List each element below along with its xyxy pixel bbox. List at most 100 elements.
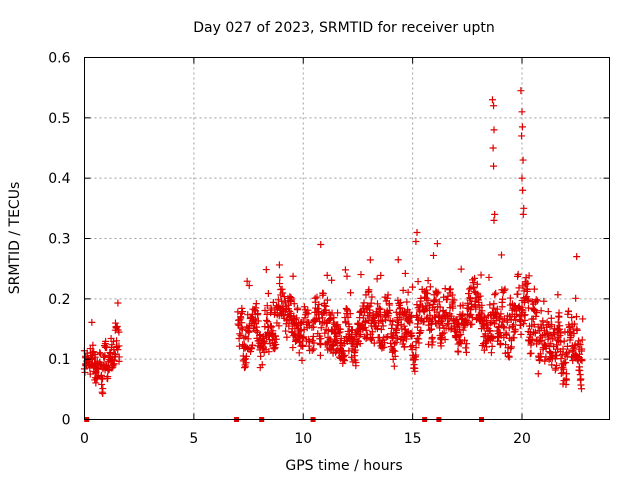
- data-point: [238, 304, 246, 312]
- data-point: [557, 355, 565, 363]
- data-point: [429, 338, 437, 346]
- data-point: [531, 329, 539, 337]
- data-point: [412, 238, 420, 246]
- data-point: [283, 333, 291, 341]
- data-point: [548, 361, 556, 369]
- data-point: [237, 324, 245, 332]
- data-point: [252, 300, 260, 308]
- data-point: [563, 342, 571, 350]
- data-point: [344, 313, 352, 321]
- data-point: [535, 338, 543, 346]
- data-point: [407, 332, 415, 340]
- data-point: [447, 325, 455, 333]
- data-point: [551, 330, 559, 338]
- data-point: [519, 306, 527, 314]
- data-point: [532, 312, 540, 320]
- data-point: [550, 343, 558, 351]
- data-point: [438, 330, 446, 338]
- data-point: [548, 321, 556, 329]
- data-point: [326, 316, 334, 324]
- data-point: [525, 272, 533, 280]
- data-point: [88, 318, 96, 326]
- data-point: [554, 318, 562, 326]
- data-point: [505, 324, 513, 332]
- data-point: [322, 302, 330, 310]
- data-point: [317, 241, 325, 249]
- data-point: [315, 300, 323, 308]
- data-point: [488, 96, 496, 104]
- data-point: [109, 361, 117, 369]
- data-point: [115, 357, 123, 365]
- data-point: [271, 332, 279, 340]
- data-point: [490, 102, 498, 110]
- data-point: [473, 280, 481, 288]
- data-point: [236, 330, 244, 338]
- data-point: [379, 322, 387, 330]
- data-point: [340, 355, 348, 363]
- data-point: [276, 273, 284, 281]
- data-point: [414, 278, 422, 286]
- data-point: [510, 321, 518, 329]
- data-point: [252, 327, 260, 335]
- data-point: [99, 385, 107, 393]
- data-point: [553, 362, 561, 370]
- x-tick-label: 15: [404, 431, 422, 447]
- data-point: [557, 329, 565, 337]
- data-point: [284, 301, 292, 309]
- data-point: [356, 340, 364, 348]
- data-point: [547, 353, 555, 361]
- data-point: [336, 325, 344, 333]
- data-point: [403, 328, 411, 336]
- data-point: [452, 327, 460, 335]
- data-point: [295, 349, 303, 357]
- data-point: [309, 333, 317, 341]
- data-point: [544, 308, 552, 316]
- data-point: [96, 349, 104, 357]
- data-point: [514, 290, 522, 298]
- data-point: [557, 338, 565, 346]
- data-point: [361, 318, 369, 326]
- data-point: [386, 306, 394, 314]
- data-point: [389, 317, 397, 325]
- data-point: [405, 308, 413, 316]
- data-point: [497, 310, 505, 318]
- data-point: [562, 376, 570, 384]
- data-point: [546, 348, 554, 356]
- data-point: [264, 289, 272, 297]
- data-point: [296, 337, 304, 345]
- data-point: [399, 286, 407, 294]
- data-point: [401, 343, 409, 351]
- data-point: [365, 286, 373, 294]
- data-point: [517, 87, 525, 95]
- data-point: [368, 293, 376, 301]
- data-point: [392, 338, 400, 346]
- data-point: [459, 301, 467, 309]
- data-point: [384, 291, 392, 299]
- data-point: [575, 337, 583, 345]
- data-point: [430, 251, 438, 259]
- data-point: [342, 319, 350, 327]
- data-point: [486, 327, 494, 335]
- data-point: [317, 324, 325, 332]
- data-point: [330, 341, 338, 349]
- data-point: [523, 287, 531, 295]
- data-point: [433, 240, 441, 248]
- data-point: [413, 228, 421, 236]
- data-point: [492, 289, 500, 297]
- data-point: [305, 319, 313, 327]
- data-point: [373, 275, 381, 283]
- data-point: [115, 342, 123, 350]
- data-point: [498, 303, 506, 311]
- data-point: [397, 316, 405, 324]
- data-point: [468, 320, 476, 328]
- data-point: [406, 313, 414, 321]
- data-point: [310, 323, 318, 331]
- data-point: [242, 352, 250, 360]
- data-point: [316, 351, 324, 359]
- data-point: [490, 216, 498, 224]
- data-point: [487, 349, 495, 357]
- data-point: [291, 329, 299, 337]
- data-point: [262, 266, 270, 274]
- data-point: [433, 290, 441, 298]
- data-point: [519, 186, 527, 194]
